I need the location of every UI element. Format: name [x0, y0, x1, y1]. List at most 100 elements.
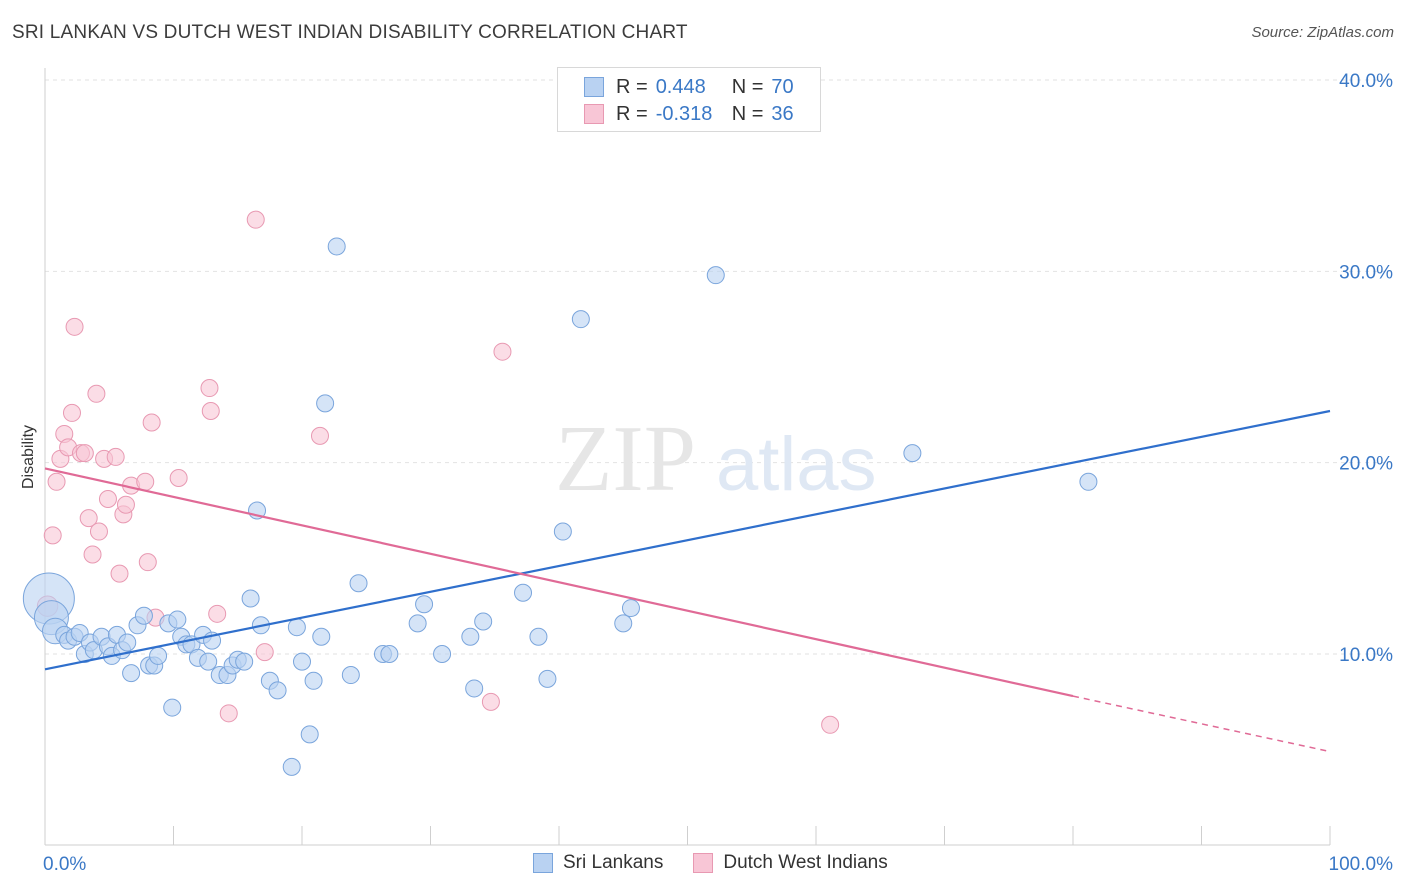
dutch-west-indian-point	[62, 403, 81, 422]
sri-lankan-point	[122, 664, 141, 683]
legend-n-label: N =	[731, 102, 764, 125]
dutch-west-indian-point	[493, 342, 512, 361]
y-tick-label: 10.0%	[1339, 645, 1393, 666]
dutch-west-indian-point	[201, 402, 220, 421]
sri-lankan-point	[199, 652, 218, 671]
watermark-zip: ZIP	[555, 407, 696, 511]
dutch-west-indian-point	[43, 526, 62, 545]
sri-lankan-point	[415, 595, 434, 614]
sri-lankan-point	[571, 310, 590, 329]
dutch-west-indian-point	[79, 509, 98, 528]
sri-lankan-point	[327, 237, 346, 256]
dutch-west-indian-point	[481, 692, 500, 711]
sri-lankan-point	[529, 627, 548, 646]
sri-lankan-point	[349, 574, 368, 593]
legend-swatch-blue	[584, 77, 604, 97]
legend-swatch-pink	[584, 104, 604, 124]
sri-lankans-trend-line	[44, 409, 1331, 671]
dutch-west-indian-point	[219, 704, 238, 723]
y-axis-label: Disability	[20, 425, 37, 489]
sri-lankan-point	[268, 681, 287, 700]
legend-n-value: 70	[771, 75, 794, 98]
dutch-west-indian-point	[106, 447, 125, 466]
dutch-west-indian-point	[116, 495, 135, 514]
sri-lankan-point	[474, 612, 493, 631]
y-tick-label: 20.0%	[1339, 454, 1393, 475]
sri-lankan-point	[163, 698, 182, 717]
dutch-west-indian-point	[138, 553, 157, 572]
sri-lankan-point	[304, 671, 323, 690]
sri-lankan-point	[538, 669, 557, 688]
dutch-west-indians-trend-extension	[1072, 695, 1331, 753]
sri-lankan-point	[300, 725, 319, 744]
x-tick-label: 100.0%	[1329, 854, 1394, 875]
sri-lankan-point	[514, 583, 533, 602]
sri-lankan-point	[465, 679, 484, 698]
sri-lankan-point	[168, 610, 187, 629]
dutch-west-indian-point	[821, 715, 840, 734]
dutch-west-indian-point	[142, 413, 161, 432]
sri-lankan-point	[316, 394, 335, 413]
source-label: Source: ZipAtlas.com	[1251, 24, 1394, 41]
sri-lankan-point	[312, 627, 331, 646]
y-tick-label: 40.0%	[1339, 71, 1393, 92]
watermark-atlas: atlas	[716, 422, 877, 507]
dutch-west-indian-point	[75, 444, 94, 463]
trend-lines	[44, 409, 1331, 753]
dutch-west-indian-point	[208, 604, 227, 623]
watermark: ZIP atlas	[555, 407, 877, 511]
dutch-west-indian-point	[89, 522, 108, 541]
axes	[44, 68, 1331, 846]
sri-lankan-point	[614, 614, 633, 633]
dutch-west-indian-point	[136, 472, 155, 491]
legend-swatch-blue	[533, 853, 553, 873]
sri-lankan-point	[553, 522, 572, 541]
legend-r-value: -0.318	[655, 102, 713, 125]
sri-lankan-point	[149, 646, 168, 665]
legend-r-value: 0.448	[655, 75, 706, 98]
legend-n-label: N =	[731, 75, 764, 98]
sri-lankans-points	[22, 237, 1098, 776]
sri-lankan-point	[287, 618, 306, 637]
sri-lankan-point	[341, 666, 360, 685]
sri-lankan-point	[903, 444, 922, 463]
sri-lankan-point	[1079, 472, 1098, 491]
sri-lankan-point	[461, 627, 480, 646]
dutch-west-indian-point	[110, 564, 129, 583]
sri-lankan-point	[118, 633, 137, 652]
dutch-west-indian-point	[98, 490, 117, 509]
sri-lankan-point	[408, 614, 427, 633]
dutch-west-indian-point	[310, 426, 329, 445]
tick-labels: 10.0% 20.0% 30.0% 40.0% 0.0% 100.0%	[43, 71, 1393, 875]
dutch-west-indian-point	[87, 384, 106, 403]
y-tick-label: 30.0%	[1339, 262, 1393, 283]
legend-label: Dutch West Indians	[723, 852, 888, 873]
sri-lankan-point	[380, 645, 399, 663]
dutch-west-indian-point	[246, 210, 265, 229]
dutch-west-indian-point	[83, 545, 102, 564]
sri-lankan-point	[621, 599, 640, 618]
legend-n-value: 36	[771, 102, 794, 125]
dutch-west-indian-point	[47, 472, 66, 491]
legend-swatch-pink	[693, 853, 714, 873]
x-tick-label: 0.0%	[43, 854, 86, 875]
dutch-west-indian-point	[169, 468, 188, 487]
dutch-west-indian-point	[65, 317, 84, 336]
legend-r-label: R =	[616, 75, 648, 98]
sri-lankan-point	[706, 266, 725, 285]
legend-row-dutch-west-indians: R = -0.318 N = 36	[584, 101, 794, 127]
chart-title: SRI LANKAN VS DUTCH WEST INDIAN DISABILI…	[12, 22, 688, 43]
sri-lankan-point	[293, 652, 311, 671]
dutch-west-indian-point	[255, 643, 274, 662]
correlation-legend: R = 0.448 N = 70 R = -0.318 N = 36	[557, 67, 821, 132]
sri-lankan-point	[235, 652, 254, 671]
sri-lankan-point	[433, 645, 452, 663]
legend-label: Sri Lankans	[563, 852, 664, 873]
legend-row-sri-lankans: R = 0.448 N = 70	[584, 74, 794, 100]
legend-r-label: R =	[616, 102, 648, 125]
legend-item-dutch-west-indians[interactable]: Dutch West Indians	[693, 852, 888, 874]
gridlines	[45, 79, 1392, 655]
legend-item-sri-lankans[interactable]: Sri Lankans	[533, 852, 663, 874]
sri-lankan-point	[282, 757, 301, 776]
